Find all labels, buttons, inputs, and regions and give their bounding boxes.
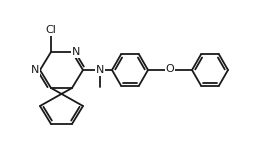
Text: N: N <box>100 86 106 95</box>
Text: N: N <box>31 65 39 75</box>
Text: O: O <box>166 64 175 74</box>
Text: N: N <box>101 84 105 89</box>
Text: N: N <box>72 47 80 57</box>
Text: N: N <box>96 65 104 75</box>
Text: Cl: Cl <box>45 25 57 35</box>
